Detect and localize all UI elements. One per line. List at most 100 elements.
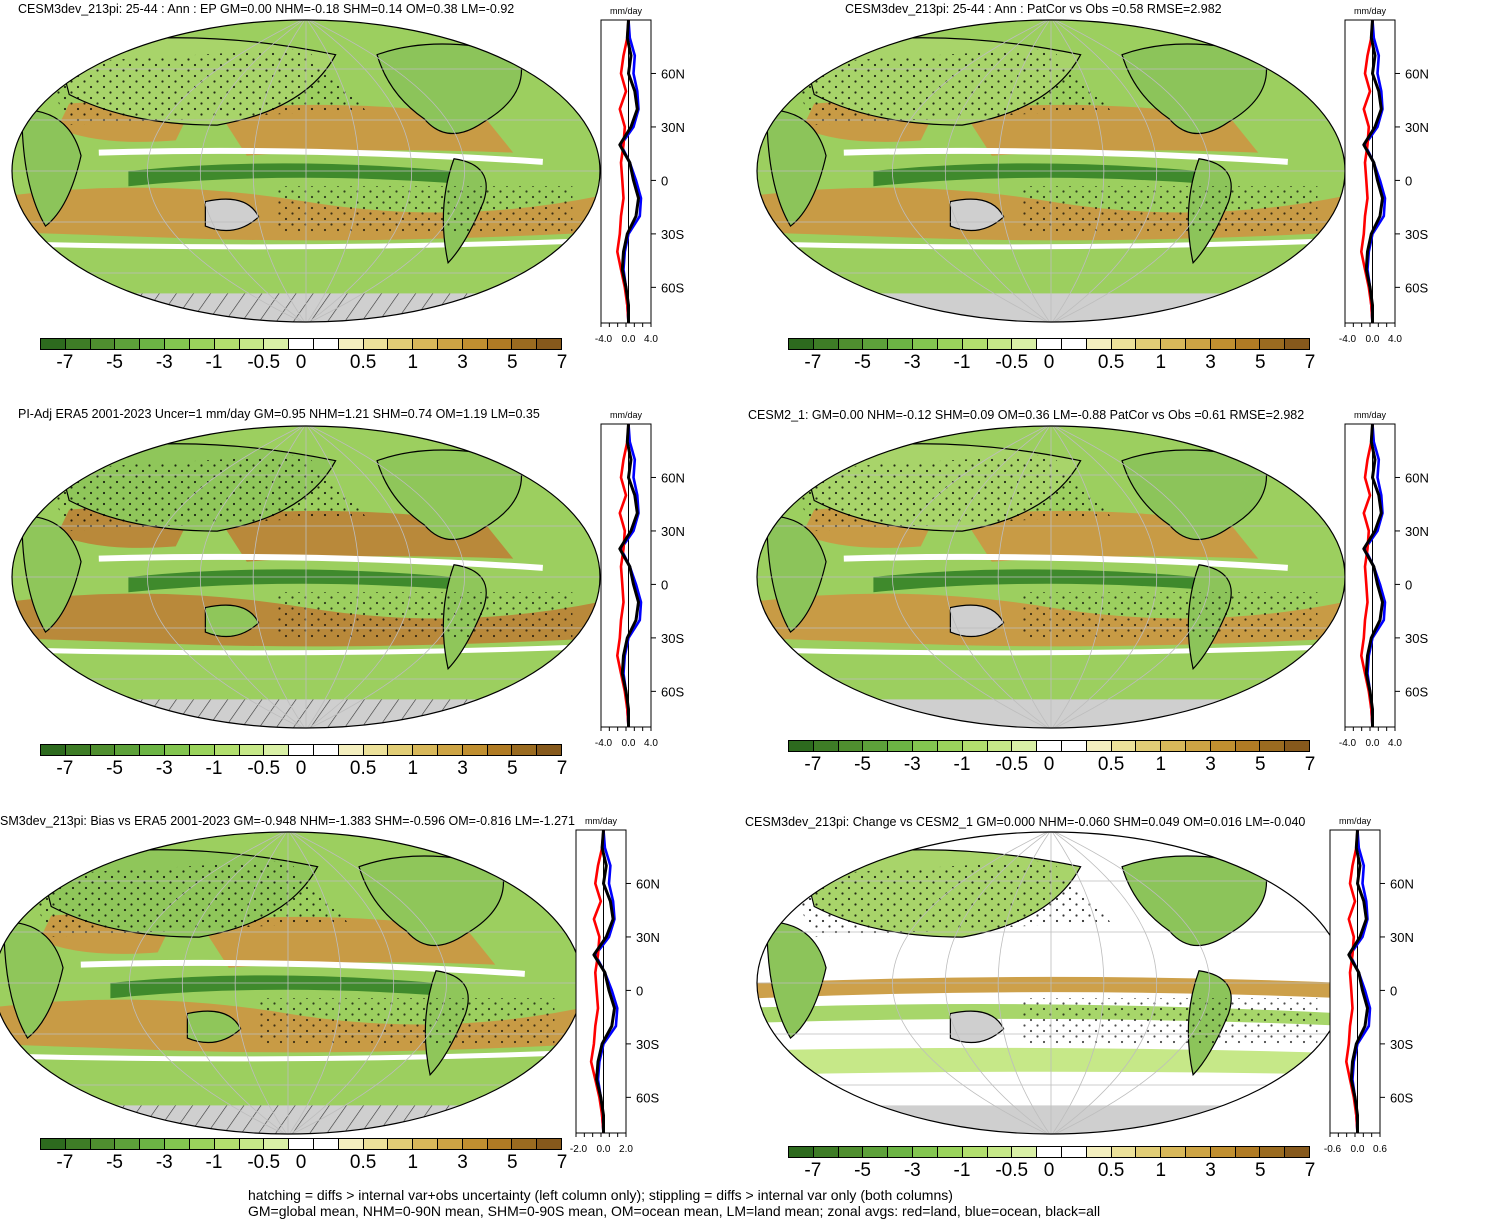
meridian-line: [252, 426, 307, 728]
colorbar-tick-label: -3: [155, 352, 173, 373]
colorbar-tick-label: -7: [804, 754, 822, 775]
world-map: [756, 425, 1346, 729]
lat-tick-label: 30S: [1405, 631, 1428, 646]
meridian-line: [1050, 20, 1105, 322]
colorbar-swatch: [1285, 1147, 1310, 1157]
meridian-line: [252, 20, 307, 322]
colorbar-swatch: [115, 745, 141, 755]
colorbar-swatch: [338, 339, 364, 349]
colorbar-swatch: [1285, 339, 1310, 349]
meridian-line: [997, 20, 1052, 322]
stippling: [39, 48, 366, 126]
units-label: mm/day: [1354, 410, 1387, 420]
colorbar-swatch: [115, 1139, 141, 1149]
lat-tick-label: 30N: [661, 120, 685, 135]
colorbar-tick-label: -3: [903, 1160, 921, 1181]
colorbar-swatch: [1285, 741, 1310, 751]
colorbar-swatch: [863, 339, 889, 349]
x-tick-label: 4.0: [1388, 334, 1402, 345]
itcz-band: [128, 569, 454, 593]
stippling: [1021, 592, 1318, 639]
x-tick-label: -4.0: [595, 334, 613, 345]
colorbar-boxes: [788, 1146, 1310, 1158]
colorbar-swatch: [1186, 741, 1211, 751]
colorbar-swatch: [413, 745, 438, 755]
continent-australia: [186, 1010, 242, 1044]
colorbar-tick-label: 1: [1155, 352, 1167, 373]
continent-australia: [204, 198, 260, 232]
colorbar-tick-label: -1: [205, 352, 223, 373]
lat-tick-label: 30N: [1405, 120, 1429, 135]
colorbar-swatch: [1111, 1147, 1137, 1157]
units-label: mm/day: [610, 6, 643, 16]
colorbar-swatch: [1037, 741, 1062, 751]
colorbar-swatch: [264, 745, 290, 755]
continent-africa: [21, 515, 82, 633]
colorbar-swatch: [115, 339, 141, 349]
x-tick-label: 0.0: [1351, 1144, 1365, 1155]
colorbar-swatch: [1161, 339, 1186, 349]
colorbar-swatch: [289, 339, 314, 349]
meridian-line: [305, 426, 465, 728]
units-label: mm/day: [610, 410, 643, 420]
colorbar-tick-label: 0: [295, 1152, 307, 1173]
x-tick-label: 0.0: [622, 738, 636, 749]
map-outline: [11, 19, 601, 323]
colorbar-tick-label: 0: [1043, 754, 1055, 775]
colorbar-swatch: [438, 745, 463, 755]
colorbar-swatch: [1186, 339, 1211, 349]
meridian-line: [129, 832, 289, 1134]
colorbar-tick-label: -1: [205, 1152, 223, 1173]
panel-title: CESM3dev_213pi: 25-44 : Ann : PatCor vs …: [845, 2, 1222, 16]
colorbar-tick-label: -0.5: [247, 758, 281, 779]
zonal-mean-plot: mm/day 60N 30N 0 30S 60S -4.0 0.0 4.0: [595, 6, 685, 345]
colorbar-swatch: [888, 1147, 914, 1157]
meridian-line: [997, 426, 1052, 728]
colorbar-swatch: [1235, 339, 1261, 349]
colorbar-swatch: [462, 339, 488, 349]
meridian-line: [892, 832, 1052, 1134]
lat-tick-label: 30S: [636, 1037, 659, 1052]
colorbar-swatch: [789, 1147, 814, 1157]
colorbar-tick-label: -1: [205, 758, 223, 779]
colorbar-swatch: [41, 1139, 66, 1149]
colorbar-tick-label: -0.5: [247, 352, 281, 373]
colorbar-swatch: [487, 339, 513, 349]
colorbar-swatch: [313, 339, 339, 349]
lat-tick-label: 0: [1405, 577, 1412, 592]
colorbar-tick-label: 1: [1155, 754, 1167, 775]
colorbar-swatch: [264, 339, 290, 349]
colorbar-swatch: [41, 745, 66, 755]
stippling: [1021, 998, 1318, 1045]
colorbar-swatch: [537, 339, 562, 349]
meridian-line: [305, 20, 413, 322]
colorbar-swatch: [888, 741, 914, 751]
colorbar-swatch: [537, 1139, 562, 1149]
colorbar-swatch: [462, 745, 488, 755]
lat-tick-label: 30N: [661, 524, 685, 539]
units-label: mm/day: [1339, 816, 1372, 826]
colorbar-swatch: [165, 339, 190, 349]
colorbar-swatch: [1161, 1147, 1186, 1157]
colorbar-tick-label: 3: [457, 1152, 468, 1173]
colorbar-swatch: [388, 1139, 414, 1149]
zonal-plot-frame: [600, 19, 652, 324]
colorbar-swatch: [1186, 1147, 1211, 1157]
x-tick-label: -2.0: [570, 1144, 588, 1155]
colorbar-swatch: [1037, 1147, 1062, 1157]
meridian-line: [287, 832, 447, 1134]
colorbar-swatch: [413, 339, 438, 349]
zero-contour: [843, 147, 1288, 165]
colorbar-swatch: [987, 339, 1013, 349]
zonal-plot-frame: [600, 423, 652, 728]
colorbar-tick-label: -5: [106, 758, 124, 779]
colorbar-tick-label: -7: [804, 1160, 822, 1181]
continent-africa: [766, 921, 827, 1039]
colorbar-swatch: [1111, 339, 1137, 349]
x-tick-label: -0.6: [1324, 1144, 1342, 1155]
colorbar-swatch: [165, 745, 190, 755]
colorbar-tick-label: 5: [1254, 352, 1266, 373]
x-tick-label: 0.0: [622, 334, 636, 345]
colorbar-swatch: [1210, 339, 1236, 349]
colorbar-swatch: [140, 339, 166, 349]
